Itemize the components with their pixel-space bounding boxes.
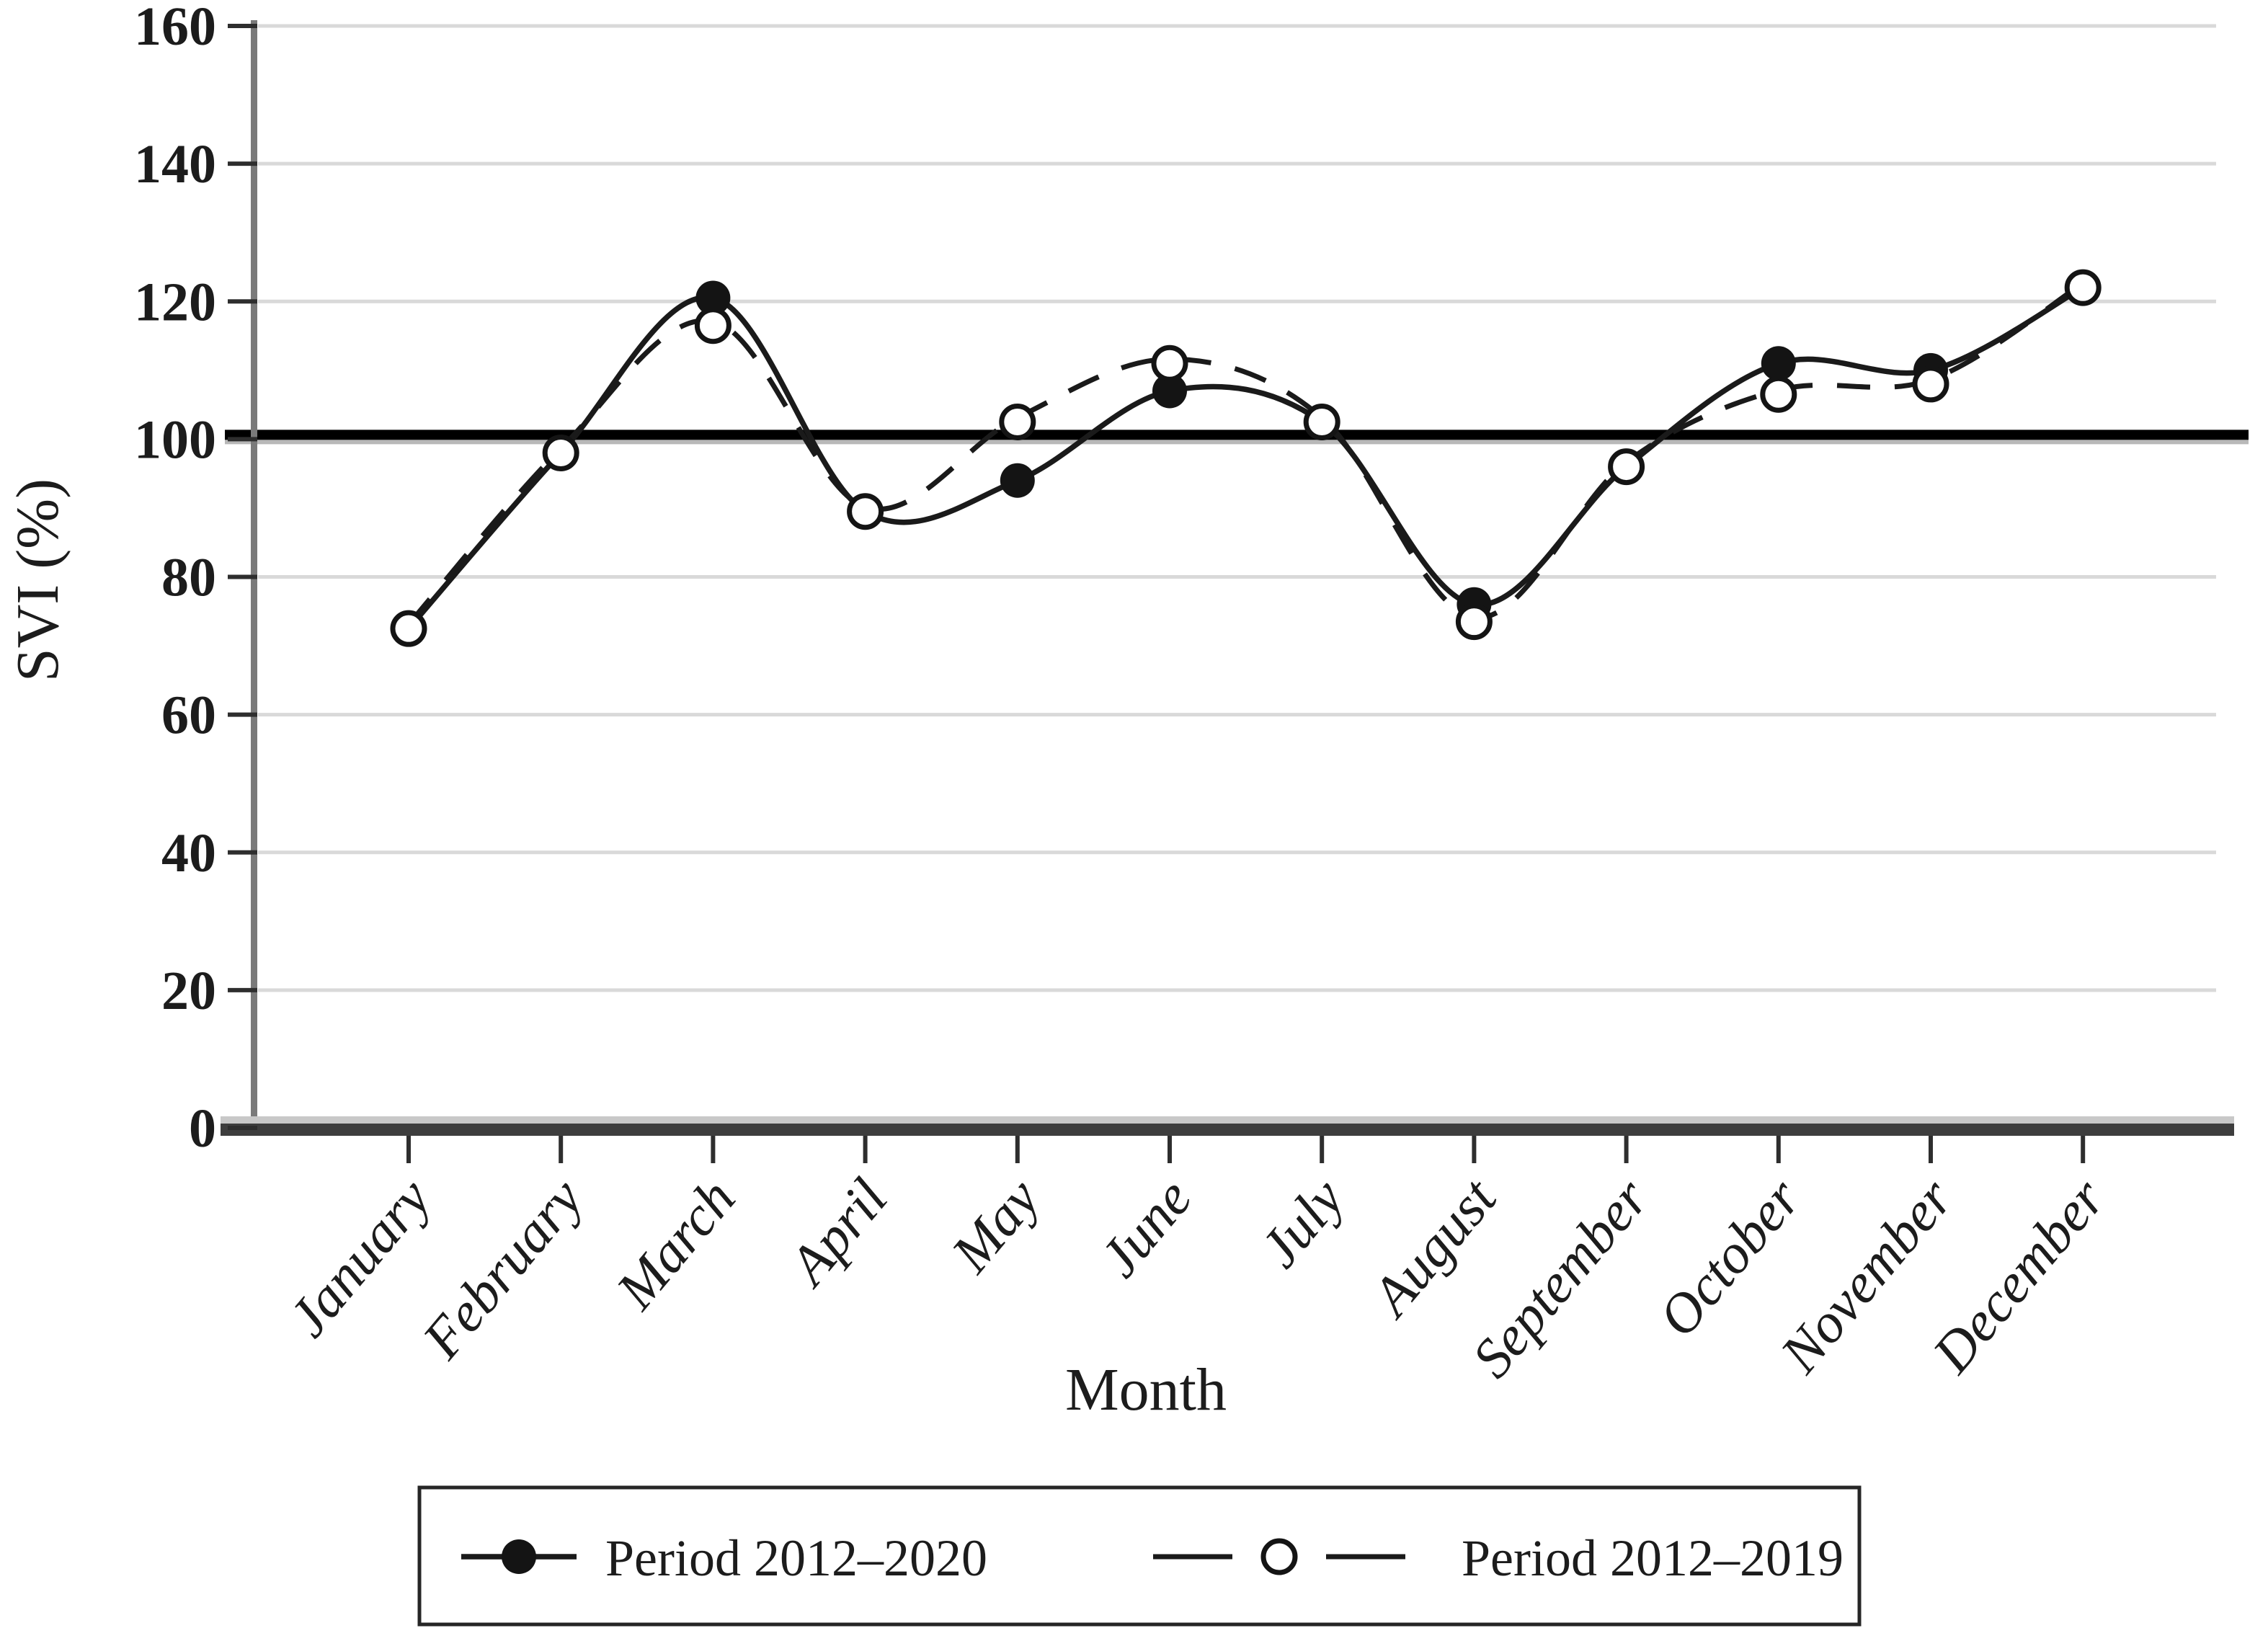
data-point-open-circle bbox=[1303, 403, 1340, 440]
data-point-filled-circle bbox=[1000, 463, 1035, 498]
x-tick-label: April bbox=[775, 1167, 899, 1299]
y-tick-label: 100 bbox=[134, 409, 216, 470]
data-point-open-circle bbox=[390, 610, 427, 647]
legend-box bbox=[417, 1485, 1862, 1627]
legend-open-circle-icon bbox=[1260, 1538, 1298, 1575]
y-tick-label: 160 bbox=[134, 0, 216, 57]
x-axis-line-light bbox=[221, 1116, 2234, 1124]
data-point-open-circle bbox=[694, 307, 731, 344]
legend-label-period-2012-2019: Period 2012–2019 bbox=[1462, 1529, 1844, 1587]
series-line-period-2012-2019 bbox=[406, 281, 2085, 626]
legend-item-period-2012-2020: Period 2012–2020 bbox=[461, 1529, 987, 1587]
y-tick-label: 40 bbox=[161, 823, 216, 884]
y-gridlines bbox=[258, 24, 2216, 992]
data-point-open-circle bbox=[999, 403, 1036, 440]
data-point-open-circle bbox=[847, 493, 884, 530]
x-axis-line bbox=[221, 1124, 2234, 1136]
x-axis-title: Month bbox=[1065, 1356, 1227, 1423]
x-tick-label: March bbox=[603, 1167, 747, 1321]
y-axis: 0 20 40 60 80 100 120 140 160 bbox=[134, 0, 257, 1159]
legend: Period 2012–2020 Period 2012–2019 bbox=[417, 1485, 1862, 1627]
legend-filled-circle-icon bbox=[502, 1539, 536, 1574]
x-tick-label: February bbox=[410, 1167, 595, 1371]
y-tick-label: 140 bbox=[134, 134, 216, 195]
x-tick-label: July bbox=[1248, 1167, 1356, 1279]
y-tick-label: 80 bbox=[161, 548, 216, 608]
data-point-filled-circle bbox=[695, 280, 731, 316]
data-point-open-circle bbox=[1455, 603, 1493, 641]
reference-line-100 bbox=[225, 430, 2249, 445]
y-tick-label: 20 bbox=[161, 961, 216, 1021]
data-point-filled-circle bbox=[1761, 346, 1796, 381]
x-tick-label: May bbox=[938, 1167, 1051, 1284]
legend-label-period-2012-2020: Period 2012–2020 bbox=[605, 1529, 987, 1587]
x-tick-label: June bbox=[1088, 1167, 1204, 1289]
legend-item-period-2012-2019: Period 2012–2019 bbox=[1153, 1529, 1844, 1587]
reference-line bbox=[225, 430, 2249, 440]
y-tick-label: 120 bbox=[134, 272, 216, 332]
markers-period-2012-2019 bbox=[390, 269, 2102, 647]
data-point-open-circle bbox=[542, 434, 579, 471]
data-point-filled-circle bbox=[1152, 373, 1187, 409]
data-point-open-circle bbox=[1912, 365, 1949, 403]
x-tick-label: August bbox=[1357, 1165, 1509, 1330]
data-point-open-circle bbox=[1151, 344, 1188, 382]
reference-line-shadow bbox=[225, 440, 2249, 445]
y-axis-title: SVI (%) bbox=[4, 479, 71, 682]
data-point-open-circle bbox=[1608, 448, 1645, 486]
data-point-open-circle bbox=[1760, 375, 1797, 413]
data-point-open-circle bbox=[2064, 269, 2102, 306]
markers-period-2012-2020 bbox=[391, 270, 2101, 646]
y-tick-label: 60 bbox=[161, 685, 216, 746]
y-tick-label: 0 bbox=[189, 1098, 216, 1159]
